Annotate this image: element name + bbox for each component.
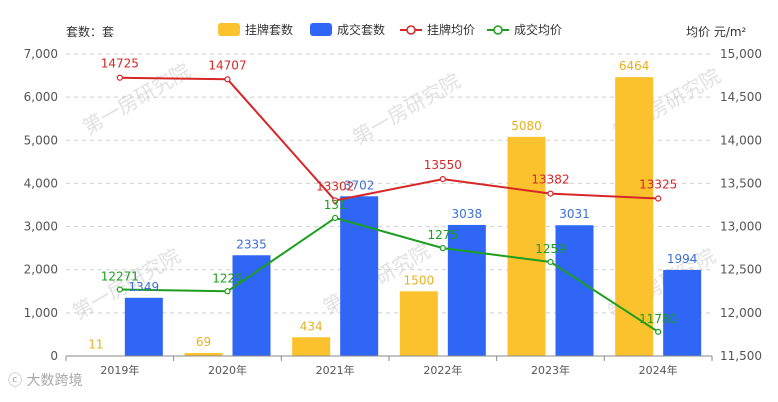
line-value-label: 13550	[424, 158, 462, 172]
bar-value-label: 3038	[452, 207, 483, 221]
line-value-label: 11780	[639, 312, 677, 326]
legend-swatch	[218, 23, 240, 36]
series-line	[119, 76, 659, 202]
left-tick-label: 3,000	[24, 220, 58, 234]
bar	[340, 196, 379, 356]
line-value-label: 14707	[208, 58, 246, 72]
legend-marker	[406, 25, 416, 35]
x-tick-label: 2023年	[531, 363, 570, 377]
left-tick-label: 6,000	[24, 90, 58, 104]
bar	[447, 224, 486, 356]
line-value-label: 1259	[535, 242, 566, 256]
bar-value-label: 11	[88, 338, 103, 352]
bar	[232, 255, 271, 356]
left-tick-label: 2,000	[24, 263, 58, 277]
x-tick-label: 2020年	[208, 363, 247, 377]
right-tick-label: 13,500	[720, 176, 762, 190]
footer-logo: ⓒ 大数跨境	[8, 373, 83, 389]
legend-label: 成交套数	[337, 22, 385, 37]
series-line	[119, 216, 659, 333]
left-tick-label: 0	[50, 349, 58, 363]
legend-swatch	[310, 23, 332, 36]
line-value-label: 1275	[428, 228, 459, 242]
bar	[663, 269, 702, 356]
right-tick-label: 14,000	[720, 133, 762, 147]
right-tick-label: 12,000	[720, 306, 762, 320]
line-value-label: 13302	[316, 180, 354, 194]
line-point	[439, 245, 446, 252]
right-tick-label: 12,500	[720, 263, 762, 277]
watermark-text: 第一房研究院	[349, 69, 465, 150]
line-value-label: 13382	[531, 173, 569, 187]
left-tick-label: 1,000	[24, 306, 58, 320]
right-tick-label: 13,000	[720, 220, 762, 234]
right-axis-title: 均价 元/m²	[686, 25, 747, 39]
bar-value-label: 3702	[344, 178, 375, 192]
line-value-label: 12271	[101, 269, 139, 283]
axes: 0 1,000 2,000 3,000 4,000 5,000 6,000 7,000 11,5…	[24, 24, 762, 377]
bar-value-label: 1349	[129, 280, 160, 294]
bar-value-label: 2335	[236, 237, 267, 251]
line-point	[332, 214, 339, 222]
line-point	[547, 190, 554, 197]
bar	[615, 77, 654, 356]
bar-value-label: 1500	[404, 273, 435, 287]
legend-marker	[493, 25, 503, 35]
legend: 挂牌套数 成交套数 挂牌均价 成交均价	[218, 22, 562, 37]
line-value-label: 131	[324, 198, 347, 212]
right-tick-label: 11,500	[720, 349, 762, 363]
line-point	[224, 76, 231, 83]
bar-value-label: 69	[196, 335, 211, 349]
bar-series	[76, 77, 702, 356]
x-tick-label: 2024年	[639, 363, 678, 377]
line-point	[332, 197, 339, 204]
line-point	[547, 258, 554, 266]
bar	[124, 297, 163, 356]
bar-value-label: 6464	[619, 59, 650, 73]
legend-label: 挂牌套数	[245, 22, 293, 37]
line-value-label: 14725	[101, 57, 139, 71]
legend-label: 成交均价	[514, 22, 562, 37]
bar-value-label: 5080	[511, 119, 542, 133]
legend-label: 挂牌均价	[427, 23, 475, 37]
line-point	[116, 286, 123, 293]
bar	[555, 225, 594, 356]
bar-value-label: 1994	[667, 252, 698, 266]
line-point	[439, 176, 446, 183]
gridlines	[66, 53, 712, 314]
line-value-label: 1225	[212, 271, 243, 285]
bar	[507, 136, 546, 356]
bar	[399, 291, 438, 356]
data-labels: 11 69 434 1500 5080 6464 1349 2335 3702 3038 3031 1…	[88, 57, 697, 352]
right-tick-label: 14,500	[720, 90, 762, 104]
left-tick-label: 7,000	[24, 47, 58, 61]
x-tick-label: 2019年	[100, 363, 139, 377]
left-axis-title: 套数：套	[66, 24, 114, 39]
line-point	[655, 195, 662, 202]
left-tick-label: 5,000	[24, 133, 58, 147]
bar-value-label: 434	[300, 319, 323, 333]
line-value-label: 13325	[639, 178, 677, 192]
line-series	[116, 74, 662, 335]
left-tick-label: 4,000	[24, 176, 58, 190]
right-tick-label: 15,000	[720, 47, 762, 61]
line-point	[116, 74, 123, 81]
line-point	[655, 328, 662, 335]
bar	[292, 337, 331, 356]
x-tick-label: 2021年	[316, 363, 355, 377]
x-tick-label: 2022年	[423, 363, 462, 377]
bar	[184, 353, 223, 356]
bar-value-label: 3031	[559, 207, 590, 221]
line-point	[224, 288, 231, 295]
